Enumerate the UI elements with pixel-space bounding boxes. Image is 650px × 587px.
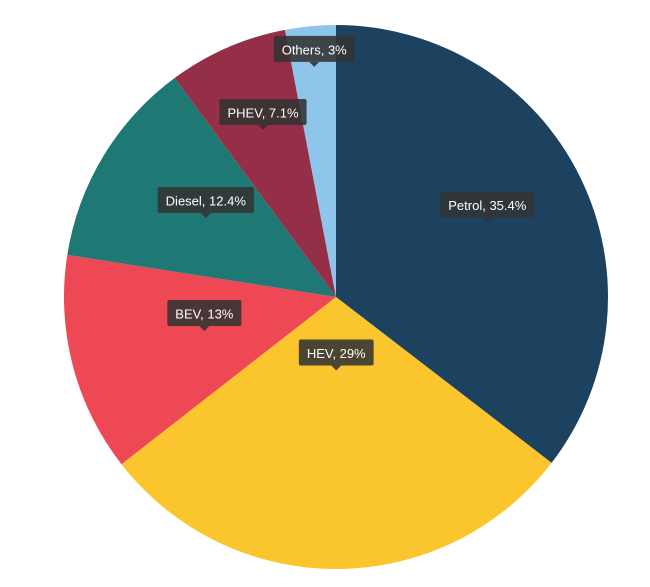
pie-label-petrol: Petrol, 35.4% [440,191,535,223]
pie-slice-phev[interactable] [174,29,336,298]
pie-slice-bev[interactable] [63,254,337,465]
pie-label-text: PHEV, 7.1% [227,106,299,121]
pie-slice-hev[interactable] [121,297,552,570]
pie-label-text: BEV, 13% [175,307,234,322]
pie-label-pointer [199,326,210,332]
pie-label-pointer [331,365,342,371]
pie-label-text: Petrol, 35.4% [448,198,526,213]
pie-slice-others[interactable] [284,25,336,297]
pie-label-pointer [309,61,320,67]
pie-label-text: Others, 3% [282,42,347,57]
pie-label-box [440,191,535,218]
pie-labels: Petrol, 35.4% HEV, 29% BEV, 13% Diesel, 12.… [157,35,535,371]
pie-label-others: Others, 3% [273,35,355,67]
pie-slice-petrol[interactable] [336,25,608,463]
pie-label-box [298,339,374,366]
pie-label-box [157,186,254,213]
pie-label-box [167,300,242,327]
pie-label-box [273,35,355,62]
pie-label-box [219,99,307,126]
pie-label-text: Diesel, 12.4% [166,193,247,208]
pie-label-text: HEV, 29% [307,346,366,361]
pie-label-bev: BEV, 13% [167,300,242,332]
pie-label-pointer [200,212,211,218]
pie-label-diesel: Diesel, 12.4% [157,186,254,218]
pie-label-hev: HEV, 29% [298,339,374,371]
pie-label-pointer [258,125,269,131]
pie-label-phev: PHEV, 7.1% [219,99,307,131]
pie-slices [63,25,608,570]
pie-label-pointer [482,217,493,223]
